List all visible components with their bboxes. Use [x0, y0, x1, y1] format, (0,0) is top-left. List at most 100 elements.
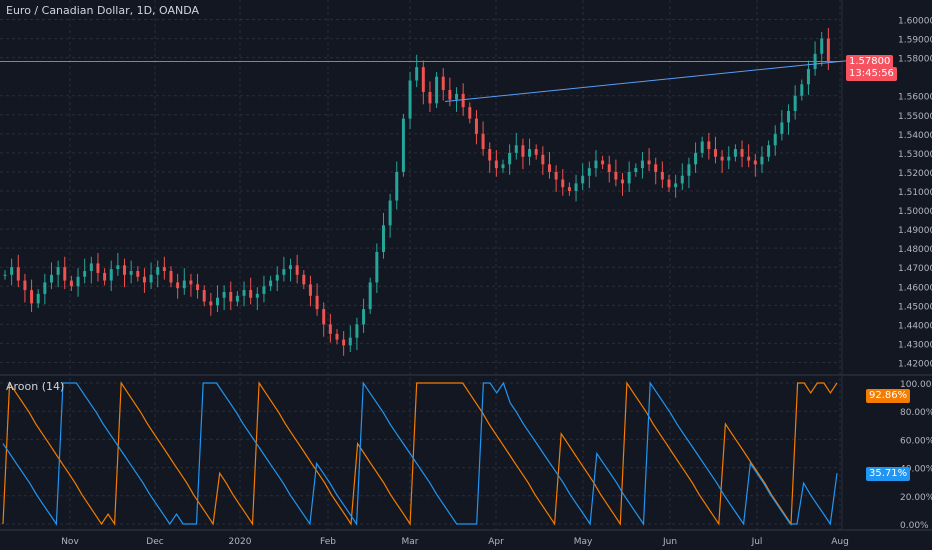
- candle-body: [49, 274, 53, 283]
- candle-body: [601, 160, 605, 165]
- candle-body: [202, 290, 206, 302]
- price-tick-label: 1.44000: [898, 321, 932, 331]
- candle-body: [747, 156, 751, 161]
- candle-body: [428, 91, 432, 104]
- aroon-tick-label: 20.00%: [900, 493, 932, 503]
- candle-body: [368, 282, 372, 310]
- candle-body: [30, 290, 34, 304]
- symbol-title[interactable]: Euro / Canadian Dollar, 1D, OANDA: [6, 4, 200, 17]
- candle-body: [554, 171, 558, 180]
- candle-body: [322, 309, 326, 325]
- candle-body: [521, 145, 525, 157]
- candle-body: [109, 269, 113, 281]
- candle-body: [481, 133, 485, 150]
- candle-body: [707, 141, 711, 150]
- candle-body: [116, 265, 120, 270]
- candle-body: [43, 282, 47, 294]
- aroon-tick-label: 0.00%: [900, 521, 929, 531]
- candle-body: [441, 76, 445, 91]
- candle-body: [660, 171, 664, 180]
- price-badge: 1.57800: [846, 55, 894, 69]
- candle-body: [56, 267, 60, 275]
- candle-body: [415, 67, 419, 81]
- candle-body: [315, 295, 319, 310]
- candle-body: [149, 274, 153, 283]
- candle-body: [3, 274, 7, 276]
- candle-body: [647, 160, 651, 165]
- candle-body: [23, 280, 27, 291]
- candle-body: [634, 168, 638, 172]
- candle-body: [474, 118, 478, 134]
- candle-body: [348, 337, 352, 346]
- candle-body: [806, 69, 810, 85]
- aroon-down-badge: 35.71%: [866, 467, 911, 481]
- time-tick-label: Aug: [831, 537, 849, 547]
- candle-body: [733, 149, 737, 157]
- price-tick-label: 1.42000: [898, 359, 932, 369]
- candle-body: [501, 164, 505, 169]
- candle-body: [10, 267, 14, 275]
- candle-body: [229, 291, 233, 302]
- candle-body: [289, 265, 293, 270]
- candle-body: [667, 179, 671, 188]
- candle-body: [627, 171, 631, 184]
- candle-body: [787, 110, 791, 123]
- candle-body: [395, 171, 399, 201]
- price-tick-label: 1.50000: [898, 207, 932, 217]
- candle-body: [36, 293, 40, 304]
- candle-body: [69, 280, 73, 287]
- price-tick-label: 1.49000: [898, 226, 932, 236]
- candle-body: [215, 297, 219, 306]
- price-tick-label: 1.53000: [898, 150, 932, 160]
- candle-body: [547, 164, 551, 172]
- price-tick-label: 1.52000: [898, 169, 932, 179]
- candle-body: [408, 80, 412, 119]
- candle-body: [455, 93, 459, 100]
- candle-body: [16, 267, 20, 281]
- countdown-badge: 13:45:56: [846, 67, 897, 81]
- candle-body: [621, 179, 625, 184]
- candle-body: [594, 160, 598, 169]
- candle-body: [587, 168, 591, 176]
- candle-body: [136, 271, 140, 277]
- price-tick-label: 1.51000: [898, 188, 932, 198]
- candle-body: [713, 149, 717, 157]
- candle-body: [448, 90, 452, 100]
- candle-body: [162, 267, 166, 272]
- candle-body: [607, 164, 611, 172]
- price-tick-label: 1.48000: [898, 245, 932, 255]
- candle-body: [275, 274, 279, 281]
- candle-body: [654, 164, 658, 172]
- candle-body: [235, 295, 239, 302]
- candle-body: [142, 276, 146, 283]
- candle-body: [103, 272, 107, 281]
- candle-body: [342, 339, 346, 346]
- candle-body: [129, 271, 133, 275]
- candle-body: [780, 122, 784, 134]
- price-tick-label: 1.58000: [898, 55, 932, 65]
- candle-body: [567, 187, 571, 191]
- candle-body: [189, 280, 193, 285]
- candle-body: [123, 265, 127, 275]
- aroon-series-line: [2, 381, 838, 526]
- candle-body: [388, 200, 392, 226]
- candle-body: [514, 145, 518, 153]
- candle-body: [156, 267, 160, 275]
- candle-body: [375, 251, 379, 283]
- trend-line: [444, 57, 879, 102]
- indicator-title[interactable]: Aroon (14): [6, 380, 65, 393]
- candle-body: [760, 156, 764, 165]
- candle-body: [255, 293, 259, 298]
- candle-body: [468, 107, 472, 119]
- price-tick-label: 1.56000: [898, 93, 932, 103]
- candle-body: [196, 284, 200, 291]
- candle-body: [753, 160, 757, 165]
- candle-body: [640, 160, 644, 169]
- candle-body: [508, 152, 512, 165]
- aroon-tick-label: 100.00%: [900, 380, 932, 390]
- candle-body: [574, 183, 578, 191]
- candle-body: [209, 301, 213, 306]
- aroon-tick-label: 40.00%: [900, 465, 932, 475]
- candle-body: [494, 160, 498, 169]
